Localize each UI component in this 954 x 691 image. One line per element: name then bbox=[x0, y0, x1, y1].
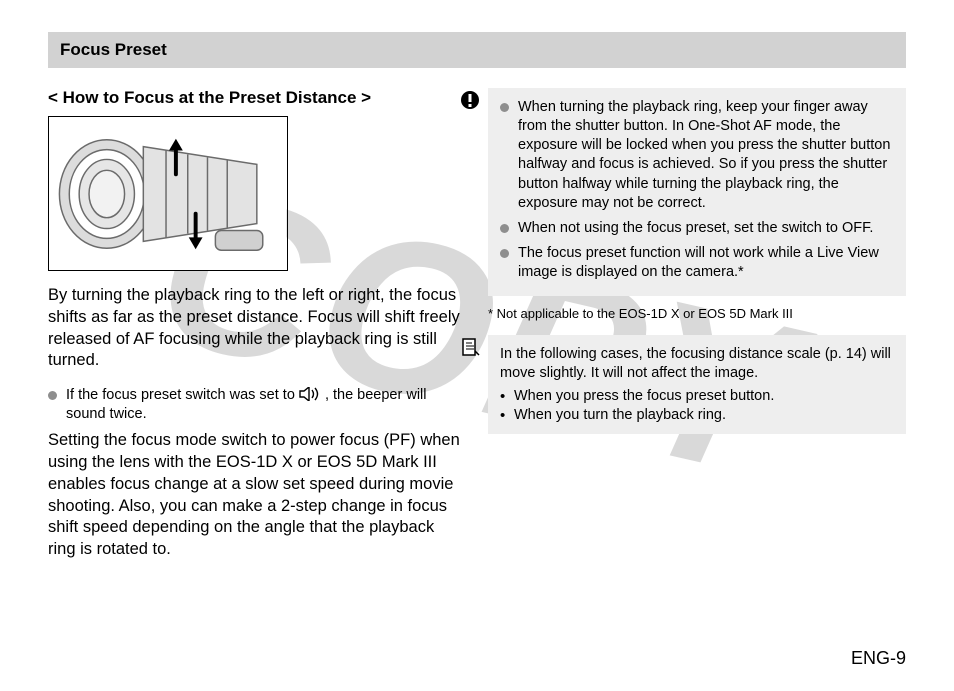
subheading: < How to Focus at the Preset Distance > bbox=[48, 88, 466, 108]
speaker-sound-icon bbox=[299, 387, 321, 401]
footnote: * Not applicable to the EOS-1D X or EOS … bbox=[488, 306, 906, 323]
left-column: < How to Focus at the Preset Distance > bbox=[48, 88, 466, 575]
right-column: When turning the playback ring, keep you… bbox=[488, 88, 906, 575]
list-item: The focus preset function will not work … bbox=[500, 244, 894, 282]
bullet-list: If the focus preset switch was set to , … bbox=[48, 386, 466, 424]
note-sub-list: When you press the focus preset button. … bbox=[500, 387, 894, 425]
paragraph: Setting the focus mode switch to power f… bbox=[48, 430, 466, 561]
lens-illustration bbox=[48, 116, 288, 271]
list-item: When you press the focus preset button. bbox=[500, 387, 894, 406]
note-intro: In the following cases, the focusing dis… bbox=[500, 345, 894, 383]
list-item: If the focus preset switch was set to , … bbox=[48, 386, 466, 424]
caution-icon bbox=[460, 90, 480, 110]
note-callout: In the following cases, the focusing dis… bbox=[488, 335, 906, 434]
warning-callout: When turning the playback ring, keep you… bbox=[488, 88, 906, 296]
section-header: Focus Preset bbox=[48, 32, 906, 68]
list-item: When not using the focus preset, set the… bbox=[500, 219, 894, 238]
page-content: Focus Preset < How to Focus at the Prese… bbox=[48, 32, 906, 575]
list-item: When you turn the playback ring. bbox=[500, 406, 894, 425]
warning-bullet-list: When turning the playback ring, keep you… bbox=[500, 98, 894, 282]
bullet-text-pre: If the focus preset switch was set to bbox=[66, 387, 299, 403]
note-page-icon bbox=[460, 337, 480, 357]
paragraph: By turning the playback ring to the left… bbox=[48, 285, 466, 372]
page-number: ENG-9 bbox=[851, 648, 906, 669]
two-column-layout: < How to Focus at the Preset Distance > bbox=[48, 88, 906, 575]
list-item: When turning the playback ring, keep you… bbox=[500, 98, 894, 213]
